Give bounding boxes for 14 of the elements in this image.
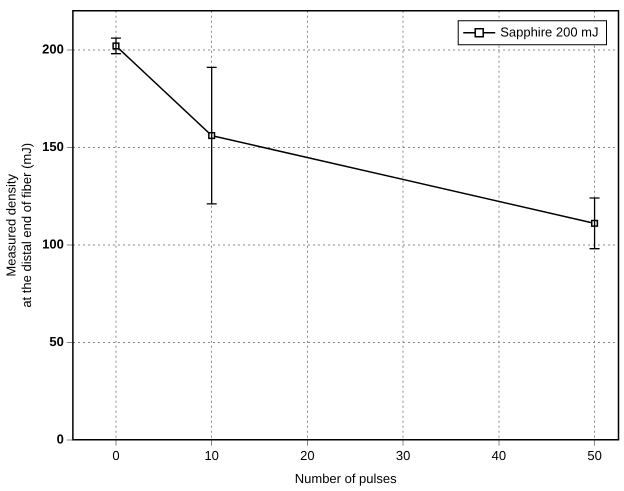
x-tick-label: 0 — [112, 448, 120, 464]
y-axis-title: Measured density at the distal end of fiber (mJ) — [3, 142, 34, 308]
y-tick-label: 50 — [49, 334, 64, 349]
legend-label: Sapphire 200 mJ — [500, 24, 598, 40]
x-tick-label: 50 — [587, 448, 602, 464]
x-tick-label: 40 — [492, 448, 506, 464]
x-axis-title: Number of pulses — [294, 470, 398, 486]
x-tick-label: 30 — [396, 448, 410, 464]
x-tick-label: 20 — [300, 448, 315, 464]
y-tick-label: 200 — [42, 41, 64, 56]
x-tick-label: 10 — [204, 448, 219, 464]
y-tick-label: 100 — [42, 236, 64, 252]
y-tick-label: 0 — [56, 431, 64, 446]
y-tick-label: 150 — [42, 138, 64, 154]
